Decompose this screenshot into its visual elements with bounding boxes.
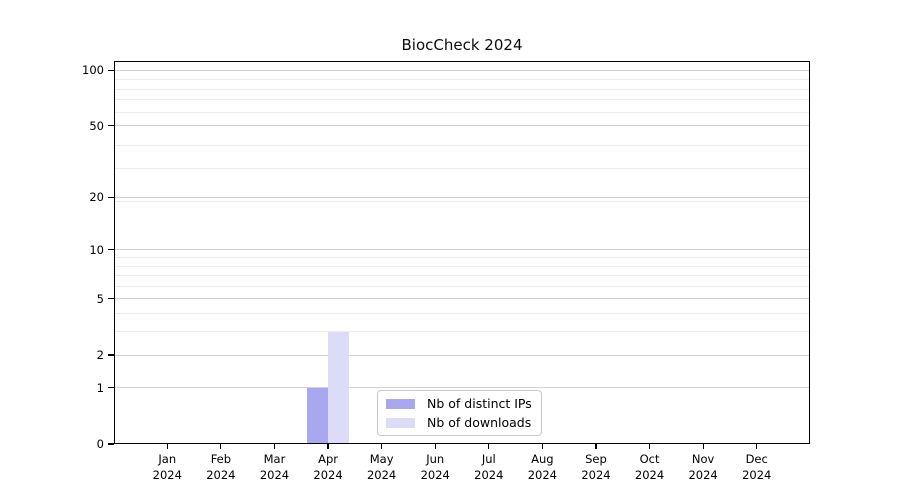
minor-gridline <box>115 285 809 287</box>
x-tick-mark <box>434 444 436 449</box>
y-tick-label: 10 <box>89 242 104 257</box>
legend-label-downloads: Nb of downloads <box>427 415 532 430</box>
legend-item-distinct-ips: Nb of distinct IPs <box>386 396 533 411</box>
x-tick-label-month: Jul <box>481 452 496 466</box>
y-tick-label: 20 <box>89 190 104 205</box>
y-tick-mark <box>107 196 114 198</box>
minor-gridline <box>115 111 809 113</box>
x-tick-mark <box>273 444 276 449</box>
y-tick-mark <box>107 69 114 71</box>
bar-distinct-ips-apr <box>306 387 329 443</box>
x-tick-mark <box>488 444 490 449</box>
minor-gridline <box>115 200 809 202</box>
y-tick-label: 1 <box>96 380 104 395</box>
x-tick-mark <box>756 444 758 449</box>
x-tick-label-month: Oct <box>639 452 660 466</box>
x-tick-mark <box>381 444 383 449</box>
legend-label-distinct-ips: Nb of distinct IPs <box>427 396 532 411</box>
major-gridline <box>115 125 809 127</box>
y-tick-mark <box>107 387 114 389</box>
x-tick-label-year: 2024 <box>742 468 772 482</box>
x-tick-label-year: 2024 <box>634 468 665 482</box>
x-tick-label-year: 2024 <box>688 468 718 482</box>
x-tick-label-year: 2024 <box>152 468 182 482</box>
bar-downloads-apr <box>328 331 350 443</box>
x-tick-label-month: Sep <box>585 452 607 466</box>
minor-gridline <box>115 144 809 146</box>
y-tick-label: 2 <box>96 348 104 363</box>
legend-swatch-distinct-ips <box>386 398 415 409</box>
major-gridline <box>115 69 809 71</box>
x-tick-mark <box>595 444 597 449</box>
y-tick-mark <box>107 298 114 300</box>
minor-gridline <box>115 331 809 333</box>
x-tick-label-year: 2024 <box>206 468 236 482</box>
minor-gridline <box>115 168 809 170</box>
minor-gridline <box>115 275 809 277</box>
y-tick-mark <box>107 124 114 127</box>
x-tick-mark <box>648 444 651 449</box>
y-tick-label: 0 <box>96 437 104 451</box>
x-tick-label-year: 2024 <box>581 468 611 482</box>
major-gridline <box>115 249 809 251</box>
legend-swatch-downloads <box>386 417 415 428</box>
y-tick-label: 5 <box>96 291 104 306</box>
x-tick-label-month: May <box>369 452 394 466</box>
x-tick-label-year: 2024 <box>366 468 397 482</box>
x-tick-label-month: Dec <box>745 452 768 466</box>
x-tick-mark <box>327 444 329 449</box>
x-tick-label-year: 2024 <box>259 468 290 482</box>
minor-gridline <box>115 99 809 101</box>
x-tick-mark <box>166 444 168 449</box>
y-tick-mark <box>107 443 114 445</box>
y-tick-mark <box>107 249 114 251</box>
minor-gridline <box>115 265 809 267</box>
x-tick-label-year: 2024 <box>527 468 558 482</box>
chart-title: BiocCheck 2024 <box>401 36 523 54</box>
y-tick-mark <box>107 354 114 356</box>
y-tick-label: 50 <box>89 118 104 133</box>
legend: Nb of distinct IPs Nb of downloads <box>377 390 542 436</box>
x-tick-label-year: 2024 <box>474 468 504 482</box>
minor-gridline <box>115 88 809 90</box>
x-tick-mark <box>702 444 704 449</box>
x-tick-mark <box>541 444 543 449</box>
major-gridline <box>115 298 809 300</box>
minor-gridline <box>115 257 809 258</box>
x-tick-label-year: 2024 <box>420 468 450 482</box>
x-tick-mark <box>220 444 222 449</box>
major-gridline <box>115 196 809 198</box>
x-tick-label-month: Apr <box>318 452 338 466</box>
minor-gridline <box>115 313 809 315</box>
x-tick-label-year: 2024 <box>313 468 343 482</box>
y-tick-label: 100 <box>82 63 104 78</box>
x-tick-label-month: Aug <box>531 452 554 466</box>
major-gridline <box>115 387 809 389</box>
minor-gridline <box>115 79 809 81</box>
x-tick-label-month: Jun <box>426 452 445 466</box>
major-gridline <box>115 354 809 356</box>
x-tick-label-month: Mar <box>263 452 286 466</box>
legend-item-downloads: Nb of downloads <box>386 415 533 430</box>
x-tick-label-month: Feb <box>210 452 232 466</box>
x-tick-label-month: Jan <box>158 452 177 466</box>
x-tick-label-month: Nov <box>691 452 715 466</box>
